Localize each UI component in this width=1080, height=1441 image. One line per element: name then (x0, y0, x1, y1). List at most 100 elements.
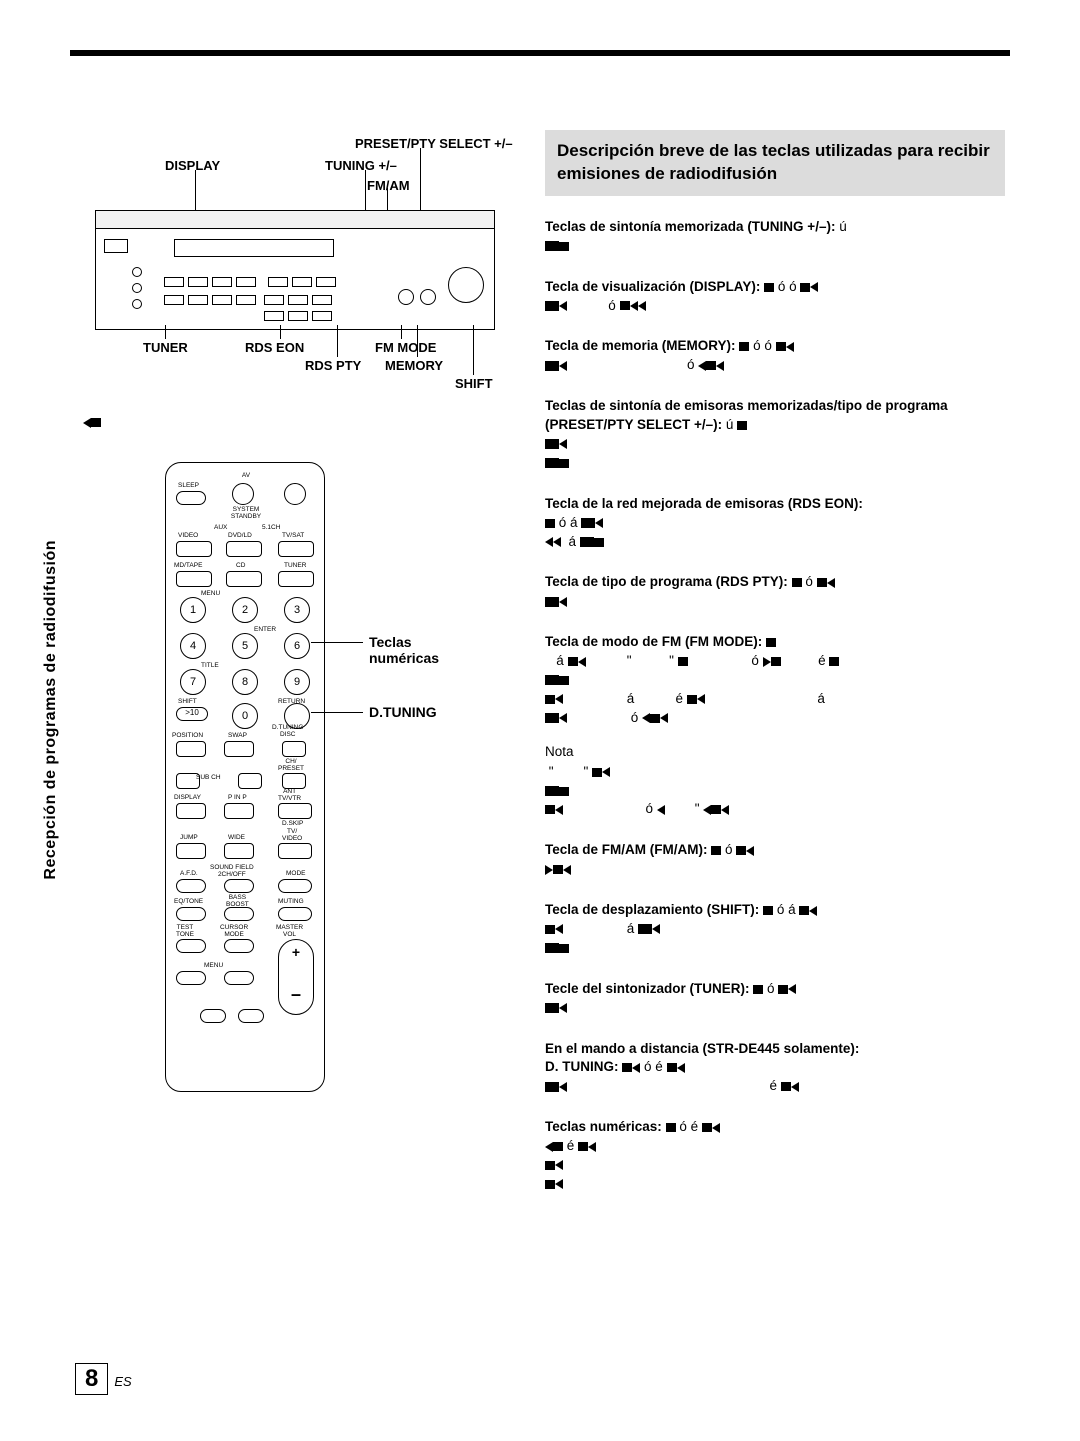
receiver-btn (164, 295, 184, 305)
receiver-btn (316, 277, 336, 287)
entry: Teclas de sintonía memorizada (TUNING +/… (545, 218, 1005, 256)
r-lbl: SLEEP (178, 483, 199, 490)
remote-cd (226, 571, 262, 587)
entry: Tecla de la red mejorada de emisoras (RD… (545, 495, 1005, 552)
remote-label-numeric: Teclas numéricas (369, 634, 445, 666)
remote-7: 7 (180, 669, 206, 695)
receiver-btn (312, 311, 332, 321)
arrow-marker (83, 414, 505, 432)
remote-tvsat (278, 541, 314, 557)
r-lbl: MENU (201, 591, 220, 598)
right-column: Descripción breve de las teclas utilizad… (545, 130, 1005, 1351)
top-rule (70, 50, 1010, 56)
leader (473, 325, 474, 375)
r-lbl: CH/ PRESET (278, 759, 304, 772)
remote-2: 2 (232, 597, 258, 623)
remote-lead (311, 642, 363, 643)
leader (365, 170, 366, 210)
label-tuner: TUNER (143, 340, 188, 355)
r-lbl: D.SKIP (282, 821, 303, 828)
remote-cursor (224, 939, 254, 953)
r-lbl: TV/SAT (282, 533, 304, 540)
r-lbl: MENU (204, 963, 223, 970)
r-lbl: MASTER VOL (276, 925, 303, 938)
r-lbl: AV (231, 473, 261, 480)
remote-jump (176, 843, 206, 859)
left-column: DISPLAY PRESET/PTY SELECT +/– TUNING +/–… (75, 130, 505, 1351)
leader (420, 148, 421, 210)
note-body: " " ó " (545, 763, 1005, 820)
r-lbl: D.TUNING DISC (272, 725, 303, 738)
remote-afd (176, 879, 206, 893)
remote-5: 5 (232, 633, 258, 659)
receiver-display-panel (174, 239, 334, 257)
remote-3: 3 (284, 597, 310, 623)
remote-av (232, 483, 254, 505)
label-tuning: TUNING +/– (325, 158, 397, 173)
remote-0: 0 (232, 703, 258, 729)
r-lbl: POSITION (172, 733, 203, 740)
remote-video (176, 541, 212, 557)
r-lbl: TV/ VIDEO (282, 829, 302, 842)
remote-dvdld (226, 541, 262, 557)
entry: En el mando a distancia (STR-DE445 solam… (545, 1040, 1005, 1097)
remote-sleep (176, 491, 206, 505)
receiver-knob (132, 299, 142, 309)
r-lbl: TUNER (284, 563, 306, 570)
page-number: 8 ES (75, 1363, 132, 1395)
receiver-power (104, 239, 128, 253)
r-lbl: MUTING (278, 899, 304, 906)
leader (387, 188, 388, 210)
r-lbl: P IN P (228, 795, 247, 802)
receiver-btn (292, 277, 312, 287)
receiver-btn (212, 295, 232, 305)
label-shift: SHIFT (455, 376, 493, 391)
r-lbl: JUMP (180, 835, 198, 842)
receiver-volume-knob (448, 267, 484, 303)
receiver-btn (312, 295, 332, 305)
entry: Tecla de FM/AM (FM/AM): ó (545, 841, 1005, 879)
r-lbl: MODE (286, 871, 306, 878)
leader (401, 325, 402, 339)
r-lbl: SHIFT (178, 699, 197, 706)
label-display: DISPLAY (165, 158, 220, 173)
label-fmam: FM/AM (367, 178, 410, 193)
r-lbl: DVD/LD (228, 533, 252, 540)
leader (165, 325, 166, 339)
r-lbl: A.F.D. (180, 871, 198, 878)
leader (337, 325, 338, 357)
receiver-btn (288, 295, 308, 305)
receiver-btn (288, 311, 308, 321)
receiver-btn (268, 277, 288, 287)
leader (280, 325, 281, 339)
r-lbl: EQ/TONE (174, 899, 203, 906)
entry: Tecla de memoria (MEMORY): ó ó ó (545, 337, 1005, 375)
remote-subch-plus (238, 773, 262, 789)
leader (195, 170, 196, 210)
remote-muting (278, 907, 312, 921)
r-lbl: VIDEO (178, 533, 198, 540)
r-lbl: SWAP (228, 733, 247, 740)
remote-gt10: >10 (176, 707, 208, 721)
receiver-body (95, 210, 495, 330)
label-fmmode: FM MODE (375, 340, 436, 355)
r-lbl: CD (236, 563, 245, 570)
r-lbl: SOUND FIELD 2CH/OFF (210, 865, 254, 878)
receiver-knob (132, 283, 142, 293)
receiver-btn (188, 277, 208, 287)
receiver-knob (420, 289, 436, 305)
remote-power (284, 483, 306, 505)
r-lbl: TEST TONE (176, 925, 194, 938)
r-lbl: 5.1CH (262, 525, 280, 532)
remote-subch-minus (176, 773, 200, 789)
note-heading: Nota (545, 744, 1005, 759)
remote-soundfield (224, 879, 254, 893)
remote-master-vol: + – (278, 939, 314, 1015)
label-rdspty: RDS PTY (305, 358, 361, 373)
receiver-btn (188, 295, 208, 305)
remote-mode (278, 879, 312, 893)
remote-eqtone (176, 907, 206, 921)
remote-mdtape (176, 571, 212, 587)
entry: Tecla de tipo de programa (RDS PTY): ó (545, 573, 1005, 611)
remote-lead (311, 712, 363, 713)
